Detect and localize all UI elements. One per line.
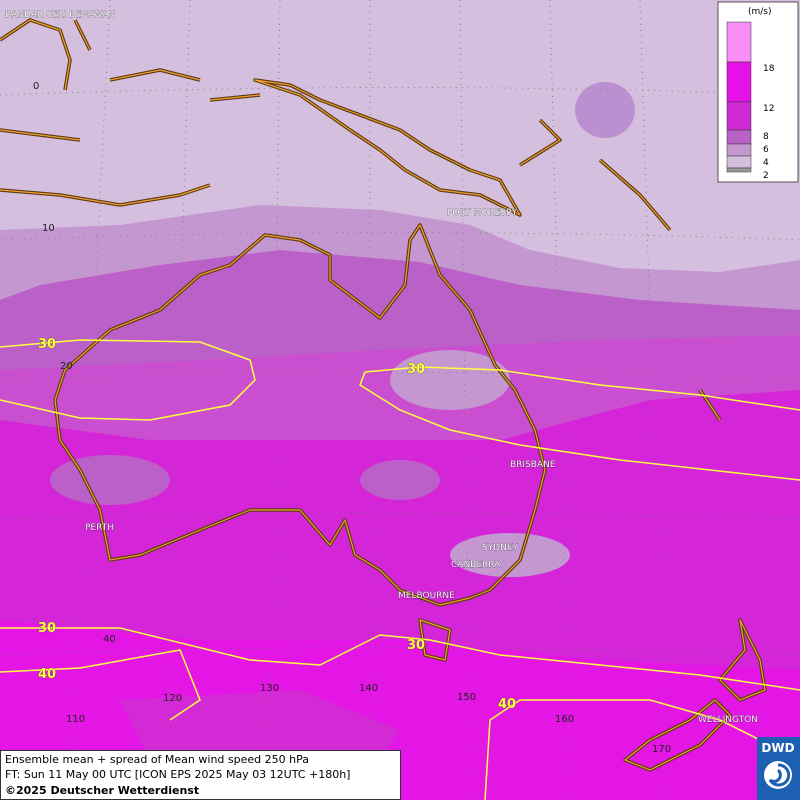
legend-tick: 18 [763, 64, 775, 74]
contour-label: 30 [407, 638, 425, 653]
footer-box [0, 750, 401, 800]
city-label: SYDNEY [482, 543, 519, 553]
legend-swatch [726, 143, 752, 157]
footer-line: Ensemble mean + spread of Mean wind spee… [5, 753, 309, 766]
legend-tick: 4 [763, 158, 769, 168]
city-label: WELLINGTON [698, 715, 758, 725]
lon-label: 150 [457, 692, 476, 703]
legend-tick: 2 [763, 171, 769, 181]
legend-swatch [726, 101, 752, 131]
legend-tick: 12 [763, 104, 774, 114]
legend-swatch [726, 129, 752, 145]
city-label: CANBERRA [451, 560, 501, 570]
lon-label: 130 [260, 683, 279, 694]
legend-swatch [726, 167, 752, 173]
legend-unit: (m/s) [748, 7, 772, 17]
contour-label: 40 [498, 697, 516, 712]
lat-label: 0 [33, 81, 39, 92]
map-labels: BANDAR SERI BEGAWAN PORT MORESBY BRISBAN… [5, 10, 758, 755]
city-label: PERTH [85, 523, 114, 533]
legend-tick: 6 [763, 145, 769, 155]
isotachs [0, 339, 800, 800]
contour-label: 30 [38, 337, 56, 352]
lat-label: 40 [103, 634, 116, 645]
lon-label: 110 [66, 714, 85, 725]
contour-label: 40 [38, 667, 56, 682]
legend-tick: 8 [763, 132, 769, 142]
shade-patch [390, 350, 510, 410]
lon-label: 160 [555, 714, 574, 725]
footer-line: FT: Sun 11 May 00 UTC [ICON EPS 2025 May… [5, 768, 350, 781]
legend-swatch [726, 155, 752, 169]
shade-patch [360, 460, 440, 500]
legend-swatch [726, 21, 752, 63]
contour-label: 30 [407, 362, 425, 377]
logo-swirl [768, 763, 791, 787]
logo-text: DWD [761, 741, 794, 755]
legend: (m/s) 18 12 8 6 4 2 [717, 1, 799, 183]
footer: Ensemble mean + spread of Mean wind spee… [0, 750, 401, 800]
city-label: MELBOURNE [398, 591, 455, 601]
shade-patch [575, 82, 635, 138]
contour-label: 30 [38, 621, 56, 636]
lat-label: 20 [60, 361, 73, 372]
legend-swatch [726, 61, 752, 103]
city-label: PORT MORESBY [447, 208, 518, 218]
lon-label: 140 [359, 683, 378, 694]
coastlines [0, 18, 767, 772]
lat-label: 10 [42, 223, 55, 234]
lon-label: 170 [652, 744, 671, 755]
shade-patch [50, 455, 170, 505]
footer-line: ©2025 Deutscher Wetterdienst [5, 784, 199, 797]
logo: DWD [757, 737, 800, 800]
city-label: BRISBANE [510, 460, 556, 470]
shade-patch [450, 533, 570, 577]
city-label: BANDAR SERI BEGAWAN [5, 10, 115, 20]
lon-label: 120 [163, 693, 182, 704]
